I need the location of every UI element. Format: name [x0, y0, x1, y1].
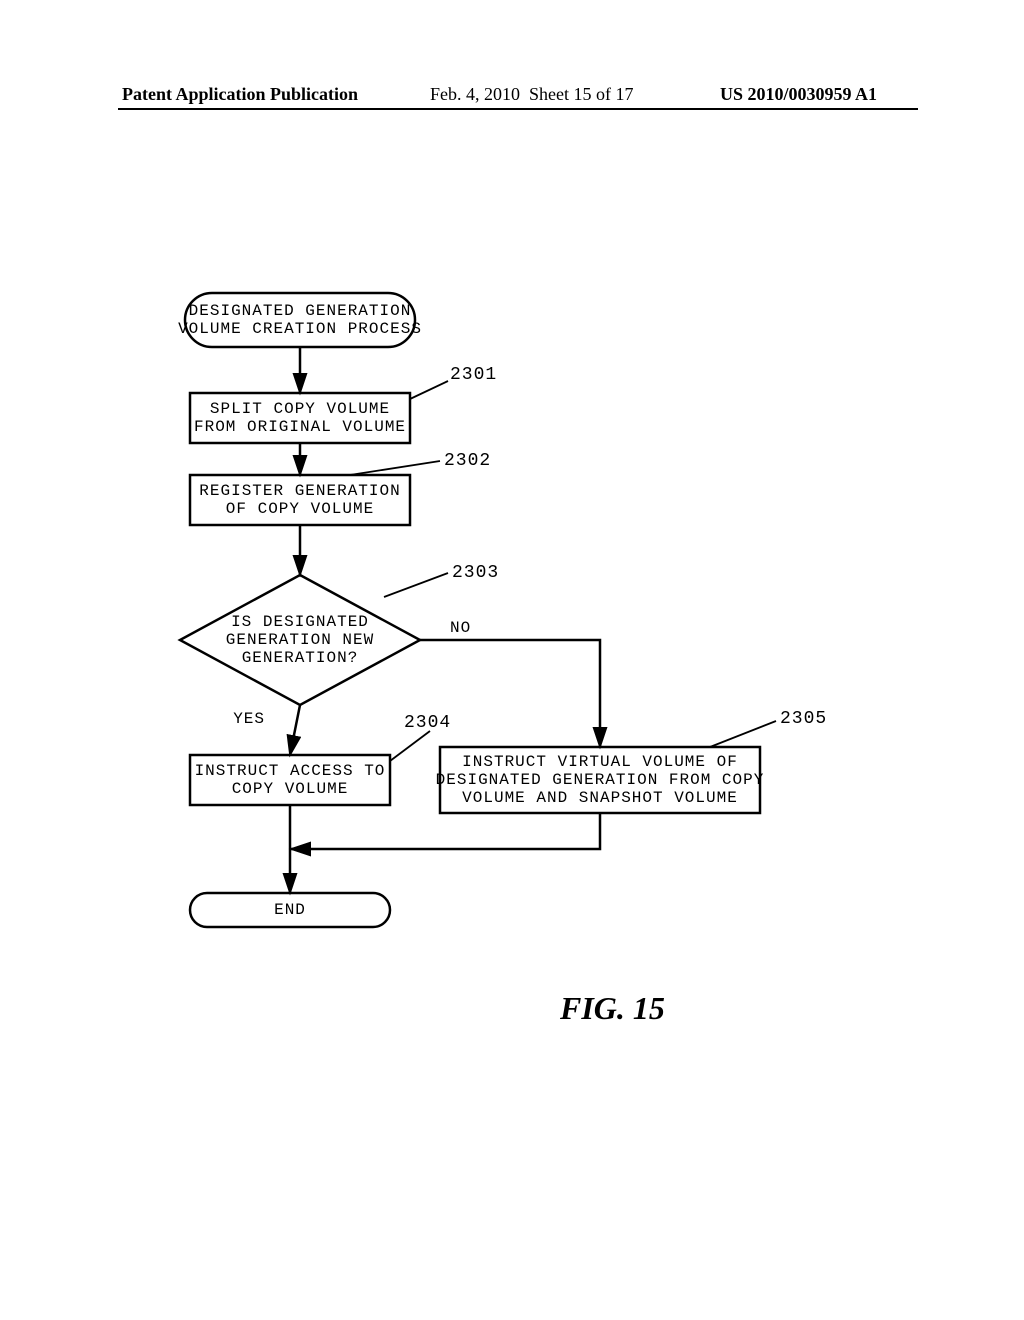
- svg-text:VOLUME CREATION PROCESS: VOLUME CREATION PROCESS: [178, 320, 422, 338]
- svg-text:IS DESIGNATED: IS DESIGNATED: [231, 613, 369, 631]
- svg-text:FROM ORIGINAL VOLUME: FROM ORIGINAL VOLUME: [194, 418, 406, 436]
- svg-text:INSTRUCT VIRTUAL VOLUME OF: INSTRUCT VIRTUAL VOLUME OF: [462, 753, 738, 771]
- svg-text:2302: 2302: [444, 451, 491, 471]
- svg-text:NO: NO: [450, 619, 471, 637]
- svg-text:OF COPY VOLUME: OF COPY VOLUME: [226, 500, 374, 518]
- svg-text:REGISTER GENERATION: REGISTER GENERATION: [199, 482, 400, 500]
- svg-text:SPLIT COPY VOLUME: SPLIT COPY VOLUME: [210, 400, 390, 418]
- svg-text:VOLUME AND SNAPSHOT VOLUME: VOLUME AND SNAPSHOT VOLUME: [462, 789, 738, 807]
- svg-text:2305: 2305: [780, 709, 827, 729]
- svg-text:GENERATION NEW: GENERATION NEW: [226, 631, 374, 649]
- figure-label: FIG. 15: [560, 990, 665, 1027]
- svg-text:GENERATION?: GENERATION?: [242, 649, 359, 667]
- svg-text:YES: YES: [233, 710, 265, 728]
- flowchart-svg: DESIGNATED GENERATIONVOLUME CREATION PRO…: [0, 0, 1024, 1320]
- svg-text:2304: 2304: [404, 713, 451, 733]
- svg-text:2301: 2301: [450, 365, 497, 385]
- svg-text:COPY VOLUME: COPY VOLUME: [232, 780, 349, 798]
- svg-text:INSTRUCT ACCESS TO: INSTRUCT ACCESS TO: [195, 762, 386, 780]
- svg-text:DESIGNATED GENERATION FROM COP: DESIGNATED GENERATION FROM COPY: [436, 771, 765, 789]
- svg-text:END: END: [274, 901, 306, 919]
- svg-text:DESIGNATED GENERATION: DESIGNATED GENERATION: [189, 302, 412, 320]
- svg-text:2303: 2303: [452, 563, 499, 583]
